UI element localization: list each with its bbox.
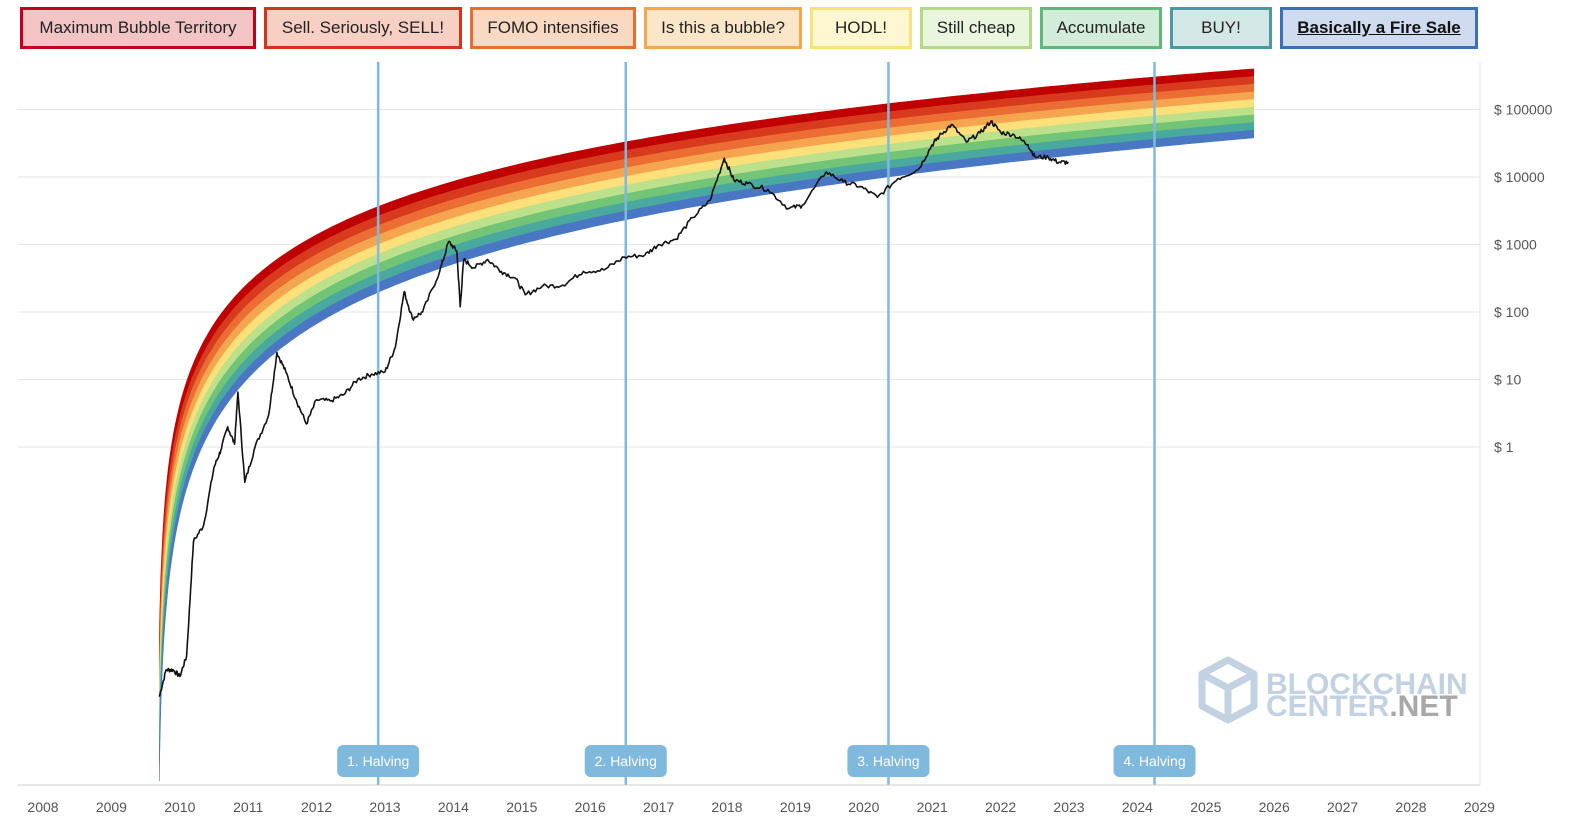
rainbow-band-8	[159, 122, 1254, 766]
legend-item-9[interactable]: Basically a Fire Sale	[1280, 7, 1478, 49]
watermark-line-1: BLOCKCHAIN	[1266, 668, 1468, 701]
halving-badge-3	[847, 745, 930, 777]
x-tick-label: 2024	[1122, 799, 1153, 815]
cube-logo-icon	[1198, 656, 1258, 724]
rainbow-band-7	[159, 114, 1254, 751]
watermark-center: CENTER	[1266, 690, 1390, 723]
x-tick-label: 2009	[96, 799, 127, 815]
x-tick-label: 2019	[780, 799, 811, 815]
legend-item-2[interactable]: Sell. Seriously, SELL!	[264, 7, 462, 49]
x-tick-label: 2012	[301, 799, 332, 815]
halving-badge-4	[1113, 745, 1196, 777]
halving-lines: 1. Halving 2. Halving 3. Halving 4. Halving	[337, 62, 1196, 785]
x-tick-label: 2027	[1327, 799, 1358, 815]
halving-label-2: 2. Halving	[595, 753, 657, 769]
x-tick-label: 2014	[438, 799, 469, 815]
x-tick-label: 2011	[233, 799, 263, 815]
x-tick-label: 2023	[1053, 799, 1084, 815]
x-tick-label: 2026	[1259, 799, 1290, 815]
blockchaincenter-watermark: BLOCKCHAIN CENTER.NET	[1198, 656, 1468, 724]
y-tick-label: $ 10000	[1494, 169, 1545, 185]
legend-item-7[interactable]: Accumulate	[1040, 7, 1162, 49]
halving-label-4: 4. Halving	[1123, 753, 1185, 769]
watermark-line-2: CENTER.NET	[1266, 690, 1458, 723]
x-tick-label: 2010	[164, 799, 195, 815]
x-tick-label: 2017	[643, 799, 674, 815]
halving-badge-1	[337, 745, 420, 777]
x-tick-label: 2025	[1190, 799, 1221, 815]
x-tick-label: 2029	[1464, 799, 1495, 815]
rainbow-legend: Maximum Bubble Territory Sell. Seriously,…	[20, 7, 1478, 49]
x-tick-label: 2016	[575, 799, 606, 815]
x-tick-label: 2008	[27, 799, 58, 815]
halving-badge-2	[584, 745, 667, 777]
legend-item-4[interactable]: Is this a bubble?	[644, 7, 802, 49]
axes: $ 1 $ 10 $ 100 $ 1000 $ 10000 $ 100000 2008 200…	[18, 62, 1553, 815]
y-tick-label: $ 1	[1494, 439, 1514, 455]
y-tick-label: $ 100	[1494, 304, 1529, 320]
rainbow-bands	[159, 68, 1254, 782]
x-tick-label: 2013	[369, 799, 400, 815]
x-tick-label: 2022	[985, 799, 1016, 815]
legend-item-8[interactable]: BUY!	[1170, 7, 1272, 49]
x-tick-label: 2021	[917, 799, 948, 815]
legend-item-1[interactable]: Maximum Bubble Territory	[20, 7, 256, 49]
x-tick-label: 2018	[711, 799, 742, 815]
x-tick-label: 2028	[1395, 799, 1426, 815]
x-tick-label: 2015	[506, 799, 537, 815]
y-tick-label: $ 100000	[1494, 102, 1553, 118]
btc-price-line	[158, 120, 1069, 697]
legend-item-3[interactable]: FOMO intensifies	[470, 7, 636, 49]
legend-item-6[interactable]: Still cheap	[920, 7, 1032, 49]
rainbow-band-9	[159, 129, 1254, 782]
y-tick-label: $ 10	[1494, 372, 1521, 388]
x-tick-label: 2020	[848, 799, 879, 815]
watermark-net: .NET	[1389, 690, 1457, 723]
y-tick-label: $ 1000	[1494, 237, 1537, 253]
legend-item-5[interactable]: HODL!	[810, 7, 912, 49]
halving-label-1: 1. Halving	[347, 753, 409, 769]
halving-label-3: 3. Halving	[857, 753, 919, 769]
